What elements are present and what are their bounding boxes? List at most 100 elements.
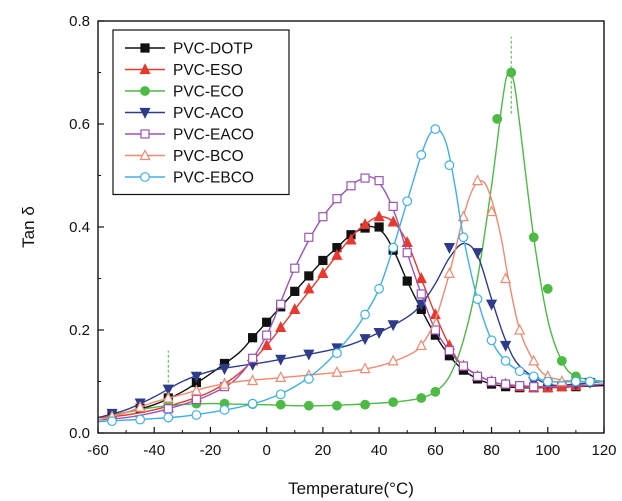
data-point-pvc-ebco [388,242,399,253]
legend-marker [140,172,150,182]
data-point-pvc-eaco [472,371,483,381]
data-point-pvc-eaco [501,379,511,389]
x-tick-label: 0 [262,442,270,459]
data-point-pvc-aco [218,364,231,375]
series-pvc-aco [97,242,605,420]
data-point-pvc-dotp [374,222,384,232]
legend-marker [140,129,150,139]
data-point-pvc-ebco [303,374,314,384]
data-point-pvc-eaco [388,201,398,211]
data-point-pvc-bco [134,400,146,412]
legend-item-pvc-eso: PVC-ESO [125,62,243,79]
data-point-pvc-eaco [346,181,356,191]
data-point-pvc-aco [373,327,385,339]
legend: PVC-DOTP PVC-ESO PVC-ECO PVC-ACO PVC-EACO PVC… [112,29,290,196]
x-tick-label: 40 [371,442,388,459]
legend-marker [140,43,150,53]
data-point-pvc-aco [387,320,399,332]
data-point-pvc-aco [485,299,498,311]
data-point-pvc-ebco [332,348,342,359]
x-tick-label: 100 [535,442,560,459]
data-point-pvc-eaco [402,248,412,258]
data-point-pvc-ebco [191,410,202,420]
data-point-pvc-bco [443,267,455,278]
data-point-pvc-ebco [247,398,258,409]
series-pvc-dotp [97,222,605,420]
x-tick-label: -40 [143,442,165,459]
data-point-pvc-eaco [248,353,258,363]
data-point-pvc-ebco [219,404,230,415]
data-point-pvc-eaco [416,289,426,299]
data-point-pvc-aco [415,299,427,311]
data-point-pvc-eso [275,321,287,333]
data-point-pvc-aco [190,371,202,383]
x-axis-title: Temperature(°C) [288,479,414,498]
legend-label: PVC-ESO [173,62,243,79]
legend-item-pvc-eco: PVC-ECO [125,84,244,101]
data-point-pvc-bco [528,354,540,366]
data-point-pvc-ebco [472,294,483,305]
data-point-pvc-aco [275,354,287,366]
series-line-pvc-aco [97,242,605,419]
data-point-pvc-eaco [458,361,469,371]
x-tick-label: 20 [315,442,332,459]
data-point-pvc-eco [492,113,503,124]
data-point-pvc-dotp [318,255,328,266]
data-point-pvc-ebco [416,149,427,160]
data-point-pvc-eaco [360,173,370,183]
data-point-pvc-eco [416,393,427,403]
data-point-pvc-dotp [262,317,272,327]
data-point-pvc-eaco [486,376,497,387]
data-point-pvc-eso [345,233,357,245]
series-pvc-ebco [97,124,604,427]
y-tick-label: 0.4 [69,219,90,236]
data-point-pvc-eco [542,283,553,294]
y-tick-label: 0.2 [69,322,90,339]
series-line-pvc-dotp [97,225,605,419]
data-point-pvc-aco [162,384,174,396]
data-point-pvc-eco [388,397,399,408]
data-point-pvc-bco [190,384,202,396]
data-point-pvc-bco [514,323,526,335]
data-point-pvc-dotp [290,286,300,296]
series-line-pvc-eso [97,215,605,419]
data-point-pvc-bco [485,205,498,217]
legend-item-pvc-ebco: PVC-EBCO [125,170,254,187]
data-point-pvc-eco [303,400,314,411]
legend-item-pvc-bco: PVC-BCO [125,148,244,165]
data-point-pvc-ebco [275,389,286,400]
data-point-pvc-eaco [304,232,314,242]
legend-marker [139,107,151,119]
data-point-pvc-eaco [374,176,384,186]
series-pvc-eco [97,67,605,419]
y-tick-label: 0.8 [69,13,90,30]
data-point-pvc-eaco [290,263,300,273]
data-point-pvc-bco [471,174,484,186]
data-point-pvc-eso [387,215,399,227]
data-point-pvc-ebco [444,160,455,171]
data-point-pvc-ebco [135,414,146,425]
legend-marker [140,86,150,96]
data-point-pvc-eaco [332,194,342,204]
legend-label: PVC-EBCO [173,170,254,187]
legend-label: PVC-BCO [173,148,244,165]
data-point-pvc-ebco [486,335,497,346]
data-point-pvc-ebco [360,309,370,320]
x-tick-label: -20 [200,442,222,459]
legend-label: PVC-ECO [173,84,244,101]
x-tick-label: 60 [427,442,444,459]
data-point-pvc-dotp [304,271,314,281]
data-point-pvc-eco [332,400,342,411]
legend-label: PVC-DOTP [173,41,253,58]
data-point-pvc-ebco [570,376,581,387]
data-point-pvc-eco [360,399,370,410]
data-point-pvc-bco [331,365,343,377]
data-point-pvc-ebco [500,356,511,366]
data-point-pvc-ebco [402,196,413,207]
data-point-pvc-dotp [402,276,412,286]
x-axis-ticks: -60 -40 -20 0 20 40 60 80 100 120 [87,427,617,459]
data-point-pvc-eco [275,399,286,410]
data-point-pvc-aco [443,243,455,254]
data-point-pvc-eso [317,267,329,278]
data-point-pvc-aco [359,334,371,346]
